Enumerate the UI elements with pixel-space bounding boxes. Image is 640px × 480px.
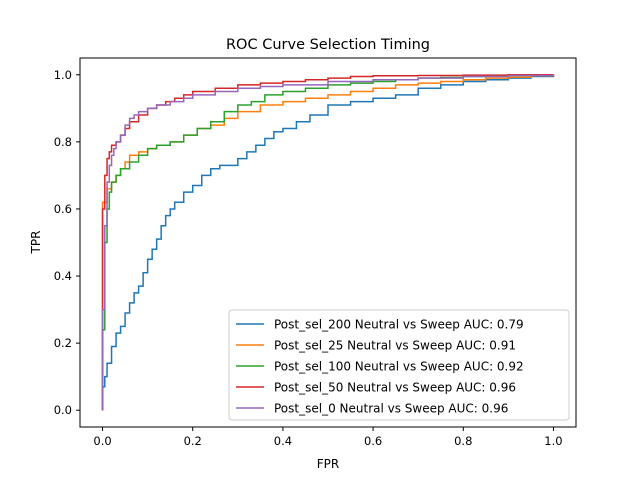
x-tick-label: 1.0 — [544, 434, 562, 448]
y-axis-label: TPR — [29, 231, 43, 255]
legend-label-3: Post_sel_50 Neutral vs Sweep AUC: 0.96 — [274, 381, 516, 395]
legend-label-2: Post_sel_100 Neutral vs Sweep AUC: 0.92 — [274, 360, 524, 374]
series-line-4 — [101, 74, 555, 411]
x-tick-label: 0.6 — [364, 434, 382, 448]
series-layer — [101, 74, 555, 411]
x-axis-ticks: 0.0 0.2 0.4 0.6 0.8 1.0 — [93, 427, 563, 448]
y-tick-label: 0.4 — [54, 269, 72, 283]
y-tick-label: 0.8 — [54, 135, 72, 149]
y-tick-label: 0.0 — [54, 403, 72, 417]
legend-box — [228, 309, 570, 421]
x-tick-label: 0.2 — [184, 434, 202, 448]
x-tick-label: 0.0 — [93, 434, 111, 448]
x-tick-label: 0.8 — [454, 434, 472, 448]
legend-label-0: Post_sel_200 Neutral vs Sweep AUC: 0.79 — [274, 318, 524, 332]
chart-title: ROC Curve Selection Timing — [226, 37, 430, 53]
y-tick-label: 1.0 — [54, 68, 72, 82]
legend: Post_sel_200 Neutral vs Sweep AUC: 0.79 P… — [228, 309, 570, 421]
axes-frame — [79, 57, 577, 428]
series-line-0 — [101, 74, 555, 411]
series-line-3 — [101, 74, 554, 411]
y-axis-ticks: 0.0 0.2 0.4 0.6 0.8 1.0 — [54, 68, 80, 417]
legend-label-4: Post_sel_0 Neutral vs Sweep AUC: 0.96 — [274, 402, 508, 416]
y-tick-label: 0.6 — [54, 202, 72, 216]
legend-label-1: Post_sel_25 Neutral vs Sweep AUC: 0.91 — [274, 339, 516, 353]
y-tick-label: 0.2 — [54, 336, 72, 350]
x-axis-label: FPR — [317, 457, 339, 471]
x-tick-label: 0.4 — [274, 434, 292, 448]
plot-area — [79, 57, 577, 428]
